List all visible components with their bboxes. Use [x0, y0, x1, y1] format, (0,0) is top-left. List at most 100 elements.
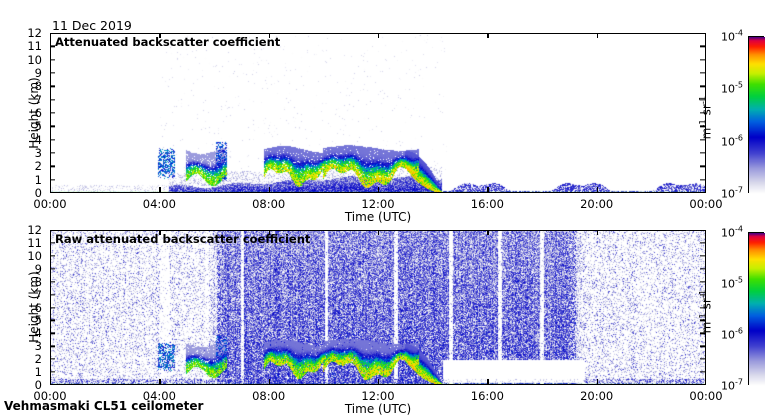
ytick-mark	[700, 152, 705, 154]
ytick-label: 6	[34, 106, 42, 120]
ytick-mark	[50, 85, 55, 87]
ytick-label: 11	[27, 235, 42, 250]
colorbar-tick-label: 10-4	[721, 28, 743, 44]
ytick-mark	[700, 371, 705, 373]
figure-caption: Vehmasmaki CL51 ceilometer	[4, 399, 204, 413]
xtick-mark	[378, 230, 380, 235]
xtick-mark	[378, 187, 380, 192]
xtick-mark	[268, 379, 270, 384]
ytick-label: 5	[34, 313, 42, 328]
xtick-mark	[159, 379, 161, 384]
ytick-mark	[50, 242, 55, 244]
ytick-mark	[700, 358, 705, 360]
heatmap-attenuated-backscatter	[51, 34, 705, 192]
xtick-mark	[268, 230, 270, 235]
ytick-mark	[50, 165, 55, 167]
xtick-label: 20:00	[580, 389, 614, 403]
ytick-label: 12	[27, 223, 42, 237]
panel-title-raw: Raw attenuated backscatter coefficient	[55, 232, 311, 246]
ytick-mark	[50, 332, 55, 334]
xtick-label: 00:00	[33, 197, 67, 211]
ytick-mark	[50, 345, 55, 347]
ytick-mark	[700, 281, 705, 283]
xtick-label: 12:00	[361, 389, 395, 403]
xtick-mark	[159, 33, 161, 38]
ytick-label: 1	[34, 365, 42, 380]
ytick-mark	[700, 139, 705, 141]
xtick-label: 00:00	[689, 197, 723, 211]
colorbar-raw	[748, 232, 765, 386]
ytick-mark	[700, 125, 705, 127]
xtick-mark	[378, 379, 380, 384]
ytick-mark	[700, 332, 705, 334]
colorbar-gradient-raw	[749, 233, 765, 386]
ytick-mark	[50, 268, 55, 270]
ytick-label: 0	[34, 378, 42, 392]
colorbar-unit-sr-raw: sr	[699, 298, 714, 314]
colorbar-tick-label: 10-4	[721, 224, 743, 240]
colorbar-tick-label: 10-7	[721, 185, 743, 201]
colorbar-unit-m-raw: m	[699, 321, 714, 334]
ytick-mark	[700, 306, 705, 309]
xtick-mark	[596, 187, 598, 192]
ytick-mark	[700, 293, 705, 296]
ytick-mark	[700, 72, 705, 74]
ytick-label: 9	[34, 261, 42, 276]
colorbar-tick-label: 10-5	[721, 81, 743, 96]
ytick-label: 10	[27, 248, 42, 263]
xtick-label: 04:00	[142, 197, 176, 211]
colorbar-tick-label: 10-7	[721, 377, 743, 393]
ytick-label: 6	[34, 300, 42, 315]
date-label: 11 Dec 2019	[52, 18, 132, 33]
panel-title-attenuated: Attenuated backscatter coefficient	[55, 35, 281, 49]
ytick-mark	[50, 179, 55, 181]
ytick-mark	[50, 152, 55, 154]
colorbar-unit-m: m	[699, 127, 714, 140]
ytick-mark	[700, 112, 705, 114]
xtick-mark	[487, 379, 489, 384]
ytick-label: 4	[34, 132, 42, 147]
xtick-mark	[596, 379, 598, 384]
ytick-label: 3	[34, 339, 42, 354]
xtick-label: 04:00	[142, 389, 176, 403]
ytick-mark	[700, 242, 705, 244]
ytick-mark	[50, 371, 55, 373]
ytick-mark	[50, 358, 55, 360]
colorbar-tick-label: 10-5	[721, 275, 743, 291]
panel-attenuated-backscatter: Attenuated backscatter coefficient	[50, 33, 706, 193]
xtick-label: 16:00	[470, 197, 504, 211]
xtick-mark	[378, 33, 380, 38]
ytick-mark	[700, 345, 705, 347]
colorbar-gradient-attenuated	[749, 37, 765, 194]
xtick-label: 12:00	[361, 197, 395, 211]
ylabel-panel-raw: Height (km)	[27, 271, 41, 343]
ytick-label: 5	[34, 119, 42, 134]
ytick-label: 8	[34, 79, 42, 94]
xtick-mark	[596, 33, 598, 38]
xtick-label: 08:00	[252, 197, 286, 211]
xlabel-panel-attenuated: Time (UTC)	[344, 210, 412, 224]
ytick-label: 1	[34, 172, 42, 187]
ytick-mark	[700, 99, 705, 101]
ytick-label: 2	[34, 159, 42, 174]
xtick-label: 08:00	[252, 389, 286, 403]
ytick-mark	[50, 319, 55, 322]
colorbar-label-raw: m-1 sr-1	[699, 267, 714, 357]
ytick-mark	[700, 45, 705, 47]
ytick-mark	[50, 293, 55, 296]
xtick-mark	[487, 33, 489, 38]
ytick-mark	[700, 255, 705, 257]
xtick-label: 00:00	[33, 389, 67, 403]
ytick-mark	[50, 281, 55, 283]
ytick-mark	[50, 125, 55, 127]
xtick-mark	[487, 230, 489, 235]
ytick-mark	[50, 72, 55, 74]
xtick-mark	[487, 187, 489, 192]
xtick-mark	[159, 230, 161, 235]
ytick-mark	[700, 59, 705, 61]
ytick-mark	[700, 179, 705, 181]
ytick-label: 7	[34, 287, 42, 302]
heatmap-raw-attenuated-backscatter	[51, 231, 705, 384]
ytick-mark	[700, 85, 705, 87]
